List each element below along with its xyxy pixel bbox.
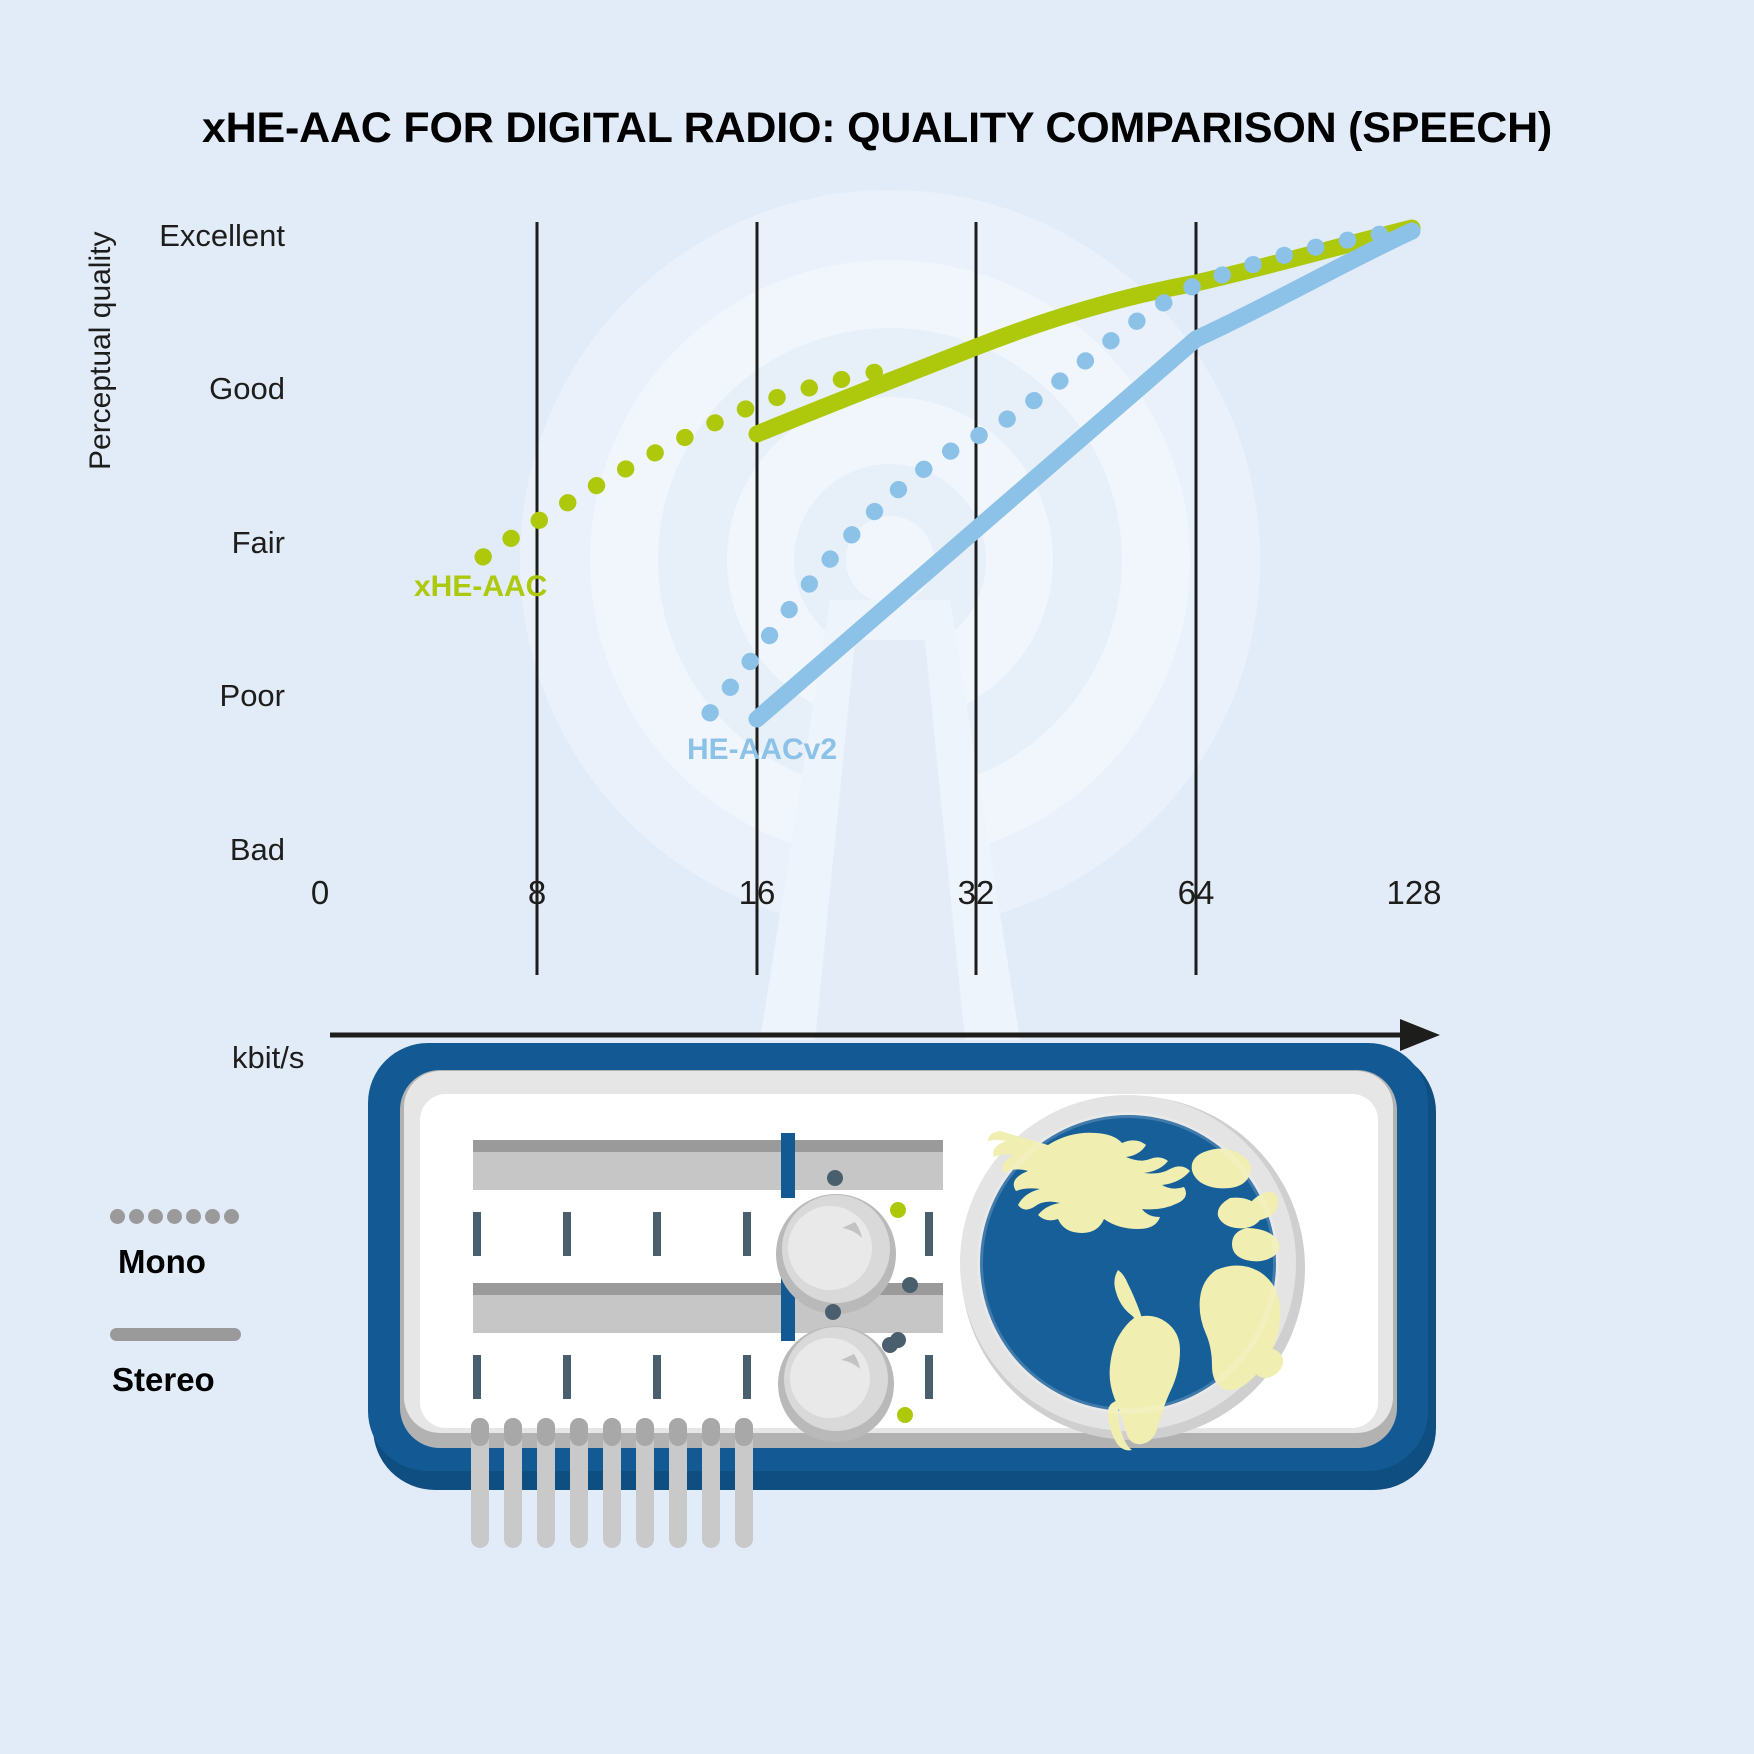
volume-knob-upper[interactable]: [776, 1194, 896, 1314]
page-title: xHE-AAC FOR DIGITAL RADIO: QUALITY COMPA…: [201, 104, 1553, 152]
x-tick-0: 0: [310, 874, 330, 911]
x-tick-8: 8: [527, 874, 547, 911]
legend-stereo-swatch: [110, 1328, 241, 1341]
series-he-aacv2-stereo: [748, 222, 1421, 728]
series-label-he-aacv2: HE-AACv2: [687, 733, 838, 766]
tuning-knob-lower[interactable]: [778, 1326, 894, 1442]
y-tick-fair: Fair: [231, 525, 285, 560]
y-tick-bad: Bad: [229, 832, 285, 867]
indicator-active-upper: [890, 1202, 906, 1218]
legend-mono-swatch: [110, 1209, 239, 1224]
series-he-aacv2-mono: [701, 221, 1417, 722]
y-tick-poor: Poor: [219, 678, 285, 713]
grille-rod-bars: [471, 1418, 753, 1548]
tuning-needle-1: [781, 1133, 795, 1198]
globe: [960, 1095, 1305, 1451]
indicator-active-lower: [897, 1407, 913, 1423]
x-tick-128: 128: [1386, 874, 1442, 911]
globe-landmasses: [988, 1131, 1284, 1451]
legend-stereo-label: Stereo: [112, 1361, 215, 1398]
legend-mono-label: Mono: [118, 1243, 206, 1280]
x-axis-unit-label: kbit/s: [232, 1040, 305, 1075]
y-axis-ticks: Excellent Good Fair Poor Bad: [140, 0, 285, 1754]
series-label-xhe-aac: xHE-AAC: [414, 570, 548, 603]
knob-upper-indicators: [827, 1170, 918, 1353]
tuning-scale-row-1: [473, 1133, 943, 1198]
y-tick-excellent: Excellent: [159, 218, 285, 253]
knob-lower-indicators: [825, 1304, 913, 1423]
y-tick-good: Good: [209, 371, 285, 406]
series-xhe-aac-stereo: [748, 219, 1421, 443]
x-tick-32: 32: [957, 874, 995, 911]
x-tick-16: 16: [738, 874, 776, 911]
x-tick-64: 64: [1177, 874, 1215, 911]
